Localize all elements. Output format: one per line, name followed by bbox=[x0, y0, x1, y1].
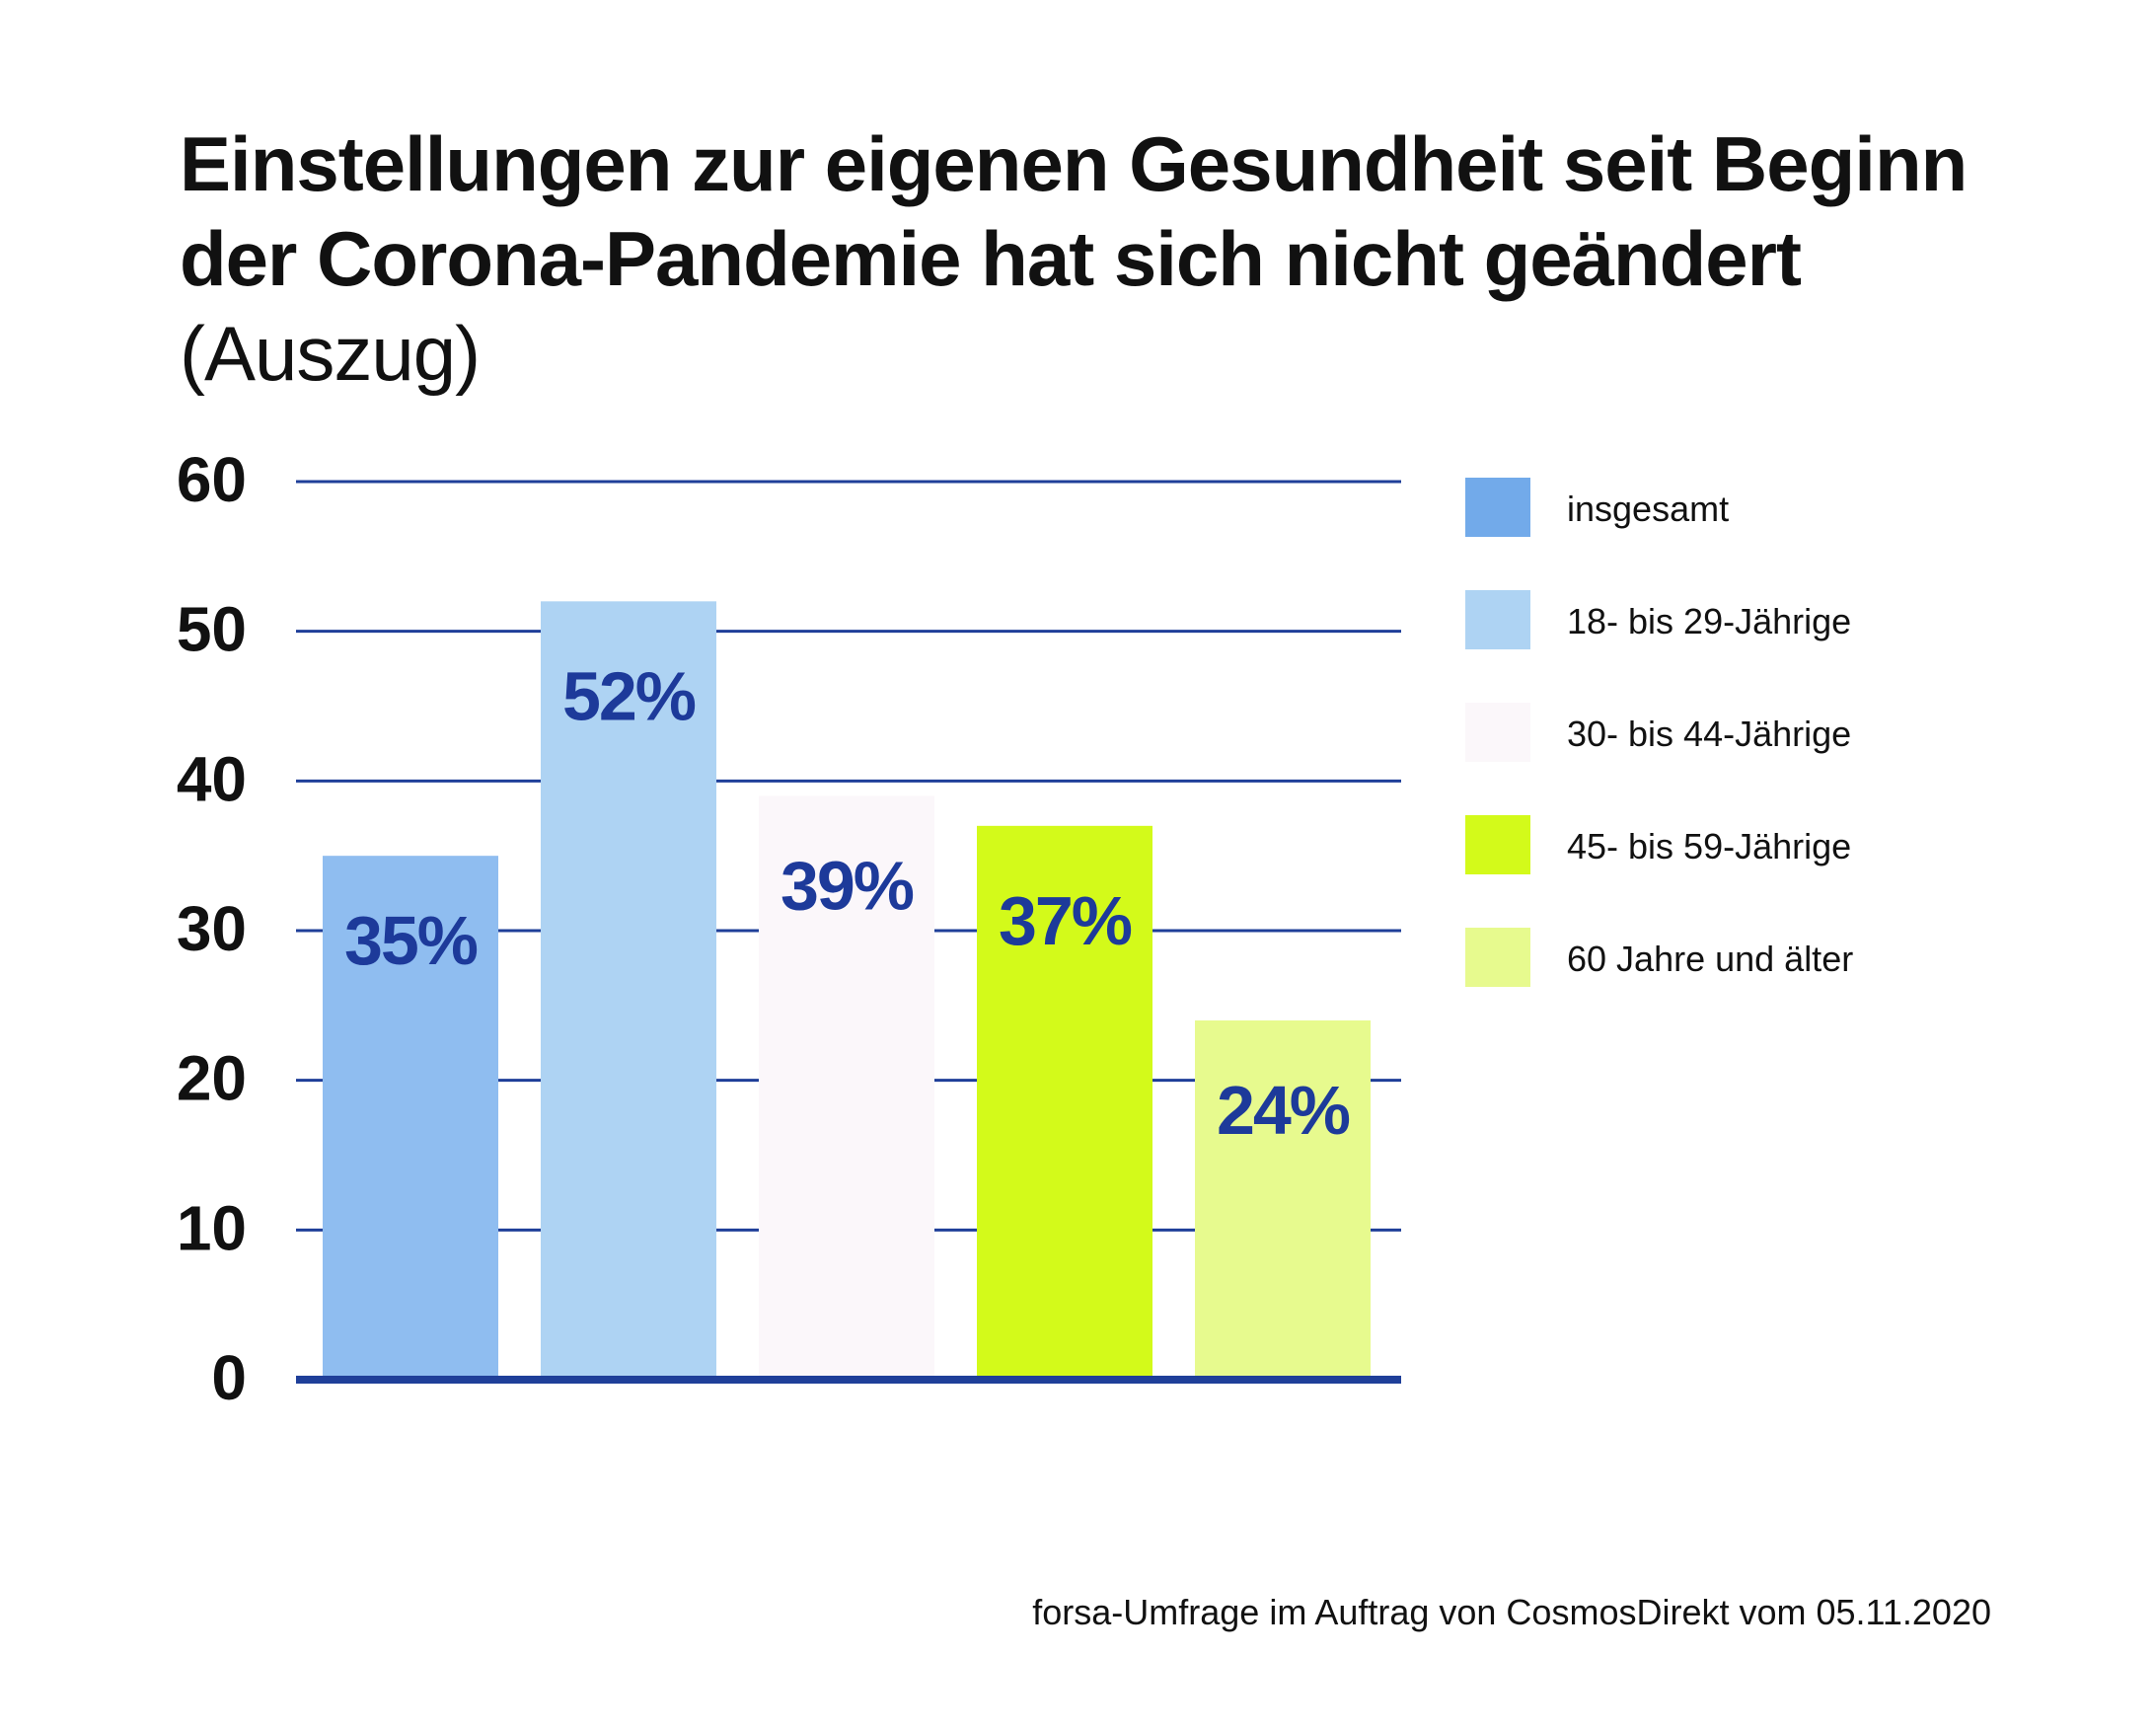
y-tick-label: 60 bbox=[177, 444, 247, 515]
bars bbox=[323, 601, 1371, 1376]
legend-swatch bbox=[1465, 815, 1530, 874]
chart-title-main: Einstellungen zur eigenen Gesundheit sei… bbox=[180, 120, 1968, 302]
bar bbox=[759, 795, 934, 1376]
bar bbox=[323, 856, 498, 1376]
bar bbox=[541, 601, 716, 1376]
legend-label: 30- bis 44-Jährige bbox=[1567, 714, 1851, 754]
bar-value-label: 52% bbox=[562, 657, 696, 734]
legend: insgesamt 18- bis 29-Jährige 30- bis 44-Jä… bbox=[1465, 478, 1853, 987]
value-labels: 35% 52% 39% 37% 24% bbox=[344, 657, 1352, 1149]
legend-swatch bbox=[1465, 590, 1530, 649]
y-tick-label: 30 bbox=[177, 893, 247, 964]
legend-label: insgesamt bbox=[1567, 489, 1729, 529]
legend-swatch bbox=[1465, 703, 1530, 762]
bar-value-label: 35% bbox=[344, 902, 478, 979]
bar-value-label: 37% bbox=[999, 882, 1132, 959]
chart-title: Einstellungen zur eigenen Gesundheit sei… bbox=[180, 116, 2054, 401]
y-tick-label: 20 bbox=[177, 1043, 247, 1114]
y-tick-label: 0 bbox=[211, 1342, 247, 1413]
legend-swatch bbox=[1465, 478, 1530, 537]
legend-label: 60 Jahre und älter bbox=[1567, 939, 1853, 979]
y-tick-label: 40 bbox=[177, 743, 247, 814]
bar-value-label: 24% bbox=[1217, 1072, 1350, 1149]
bar bbox=[1195, 1020, 1371, 1376]
y-axis-ticks: 0 10 20 30 40 50 60 bbox=[177, 444, 247, 1413]
legend-swatch bbox=[1465, 928, 1530, 987]
source-note: forsa-Umfrage im Auftrag von CosmosDirek… bbox=[1032, 1592, 1991, 1632]
y-tick-label: 50 bbox=[177, 594, 247, 665]
bar bbox=[977, 825, 1152, 1376]
legend-label: 45- bis 59-Jährige bbox=[1567, 826, 1851, 866]
bar-value-label: 39% bbox=[781, 848, 914, 925]
chart-title-suffix: (Auszug) bbox=[180, 310, 481, 397]
y-tick-label: 10 bbox=[177, 1192, 247, 1263]
legend-label: 18- bis 29-Jährige bbox=[1567, 601, 1851, 641]
